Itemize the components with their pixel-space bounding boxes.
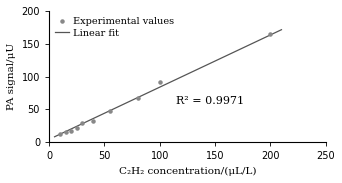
Experimental values [107, 109, 113, 112]
Experimental values [74, 126, 79, 129]
Experimental values [68, 129, 74, 132]
Experimental values [91, 119, 96, 122]
Experimental values [63, 131, 68, 134]
Text: R² = 0.9971: R² = 0.9971 [176, 96, 245, 106]
Y-axis label: PA signal/μU: PA signal/μU [7, 43, 16, 110]
Experimental values [79, 121, 85, 124]
X-axis label: C₂H₂ concentration/(μL/L): C₂H₂ concentration/(μL/L) [119, 167, 256, 176]
Experimental values [57, 133, 63, 136]
Experimental values [157, 81, 162, 83]
Experimental values [268, 32, 273, 35]
Legend: Experimental values, Linear fit: Experimental values, Linear fit [52, 14, 177, 41]
Experimental values [135, 96, 140, 99]
